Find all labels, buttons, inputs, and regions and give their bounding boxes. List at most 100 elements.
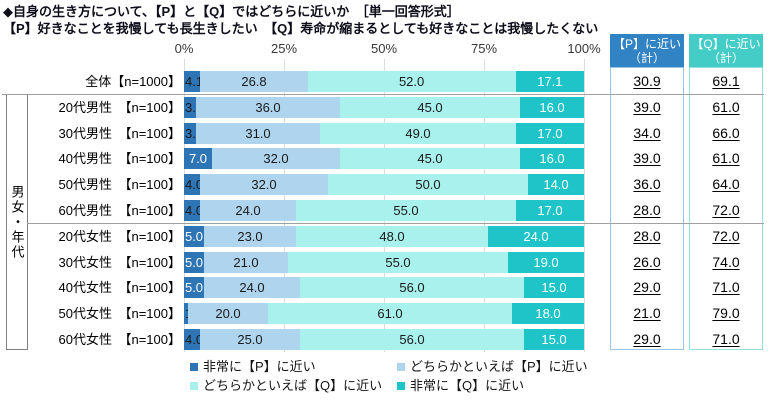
- segment-value-label: 17.0: [537, 126, 563, 141]
- segment-value-label: 21.0: [233, 255, 259, 270]
- p-total-value: 29.0: [633, 331, 661, 347]
- bar-segment-2: [204, 252, 288, 273]
- row-label: 30代女性 【n=100】: [58, 255, 181, 270]
- row-label: 40代女性 【n=100】: [58, 280, 181, 295]
- segment-value-label: 50.0: [415, 177, 441, 192]
- legend-item-2: どちらかといえば【P】に近い: [397, 359, 588, 374]
- bar-segment-1: [184, 226, 204, 247]
- chart-subtitle: 【P】好きなことを我慢しても長生きしたい 【Q】寿命が縮まるとしても好きなことは…: [3, 21, 599, 36]
- segment-value-label: 25.0: [237, 332, 263, 347]
- bar-segment-3: [300, 329, 524, 350]
- row-label: 全体【n=1000】: [85, 74, 181, 89]
- bar-segment-1: [184, 97, 196, 118]
- segment-value-label: 24.0: [235, 203, 261, 218]
- row-label: 40代男性 【n=100】: [58, 151, 181, 166]
- segment-value-label: 23.0: [237, 229, 263, 244]
- bar-segment-1: [184, 123, 196, 144]
- bar-segment-4: [520, 97, 584, 118]
- bar-segment-4: [516, 123, 584, 144]
- bar-segment-1: [184, 329, 200, 350]
- row-label: 30代男性 【n=100】: [58, 126, 181, 141]
- q-total-value: 61.0: [712, 99, 740, 115]
- p-total-value: 26.0: [633, 254, 661, 270]
- bar-segment-3: [340, 148, 520, 169]
- segment-value-label: 5.0: [184, 255, 204, 270]
- axis-tick-50: 50%: [370, 41, 398, 56]
- q-total-value: 71.0: [712, 279, 740, 295]
- legend-label: どちらかといえば【P】に近い: [410, 359, 588, 374]
- p-column-header-line2: （計）: [628, 51, 665, 65]
- legend-label: 非常に【P】に近い: [203, 359, 316, 374]
- segment-value-label: 45.0: [417, 100, 443, 115]
- segment-value-label: 18.0: [535, 306, 561, 321]
- p-total-value: 29.0: [633, 279, 661, 295]
- p-column-header-line1: 【P】に近い: [612, 37, 681, 51]
- bar-segment-1: [184, 174, 200, 195]
- axis-tick-100: 100%: [567, 41, 601, 56]
- segment-value-label: 32.0: [251, 177, 277, 192]
- bar-segment-1: [184, 148, 212, 169]
- gender-divider-line: [27, 223, 764, 224]
- bar-segment-3: [296, 226, 488, 247]
- segment-value-label: 15.0: [541, 280, 567, 295]
- q-total-value: 61.0: [712, 150, 740, 166]
- q-total-value: 69.1: [712, 73, 740, 89]
- bar-segment-4: [528, 174, 584, 195]
- p-total-value: 34.0: [633, 125, 661, 141]
- segment-value-label: 24.0: [239, 280, 265, 295]
- row-label: 60代男性 【n=100】: [58, 203, 181, 218]
- bar-segment-4: [516, 200, 584, 221]
- segment-value-label: 16.0: [539, 100, 565, 115]
- legend-label: 非常に【Q】に近い: [410, 378, 525, 393]
- bar-row: 4.0 25.0 56.0 15.0: [184, 329, 584, 350]
- segment-value-label: 48.0: [379, 229, 405, 244]
- bar-segment-4: [520, 148, 584, 169]
- bar-segment-2: [204, 277, 300, 298]
- p-total-box: [610, 67, 684, 350]
- bar-segment-4: [512, 303, 584, 324]
- p-total-value: 28.0: [633, 228, 661, 244]
- segment-value-label: 56.0: [399, 280, 425, 295]
- q-total-value: 74.0: [712, 254, 740, 270]
- segment-value-label: 26.8: [241, 74, 267, 89]
- p-column-header: 【P】に近い （計）: [610, 34, 684, 67]
- bar-segment-2: [204, 226, 296, 247]
- segment-value-label: 4.0: [185, 177, 204, 192]
- q-column-header: 【Q】に近い （計）: [689, 34, 763, 67]
- segment-value-label: 52.0: [398, 74, 425, 89]
- segment-value-label: 61.0: [377, 306, 403, 321]
- bar-segment-4: [524, 329, 584, 350]
- bar-row: 5.0 24.0 56.0 15.0: [184, 277, 584, 298]
- segment-value-label: 17.1: [537, 74, 563, 89]
- segment-value-label: 49.0: [405, 126, 431, 141]
- q-total-value: 66.0: [712, 125, 740, 141]
- p-total-value: 36.0: [633, 176, 661, 192]
- bar-segment-3: [328, 174, 528, 195]
- bar-segment-3: [340, 97, 520, 118]
- bar-row: 4.0 32.0 50.0 14.0: [184, 174, 584, 195]
- segment-value-label: 31.0: [245, 126, 271, 141]
- bar-segment-3: [296, 200, 516, 221]
- segment-value-label: 16.0: [539, 151, 565, 166]
- q-total-value: 79.0: [712, 305, 740, 321]
- segment-value-label: 24.0: [523, 229, 549, 244]
- bar-segment-1: [184, 252, 204, 273]
- bar-segment-2: [200, 71, 308, 92]
- bar-segment-1: [184, 303, 188, 324]
- segment-value-label: 5.0: [184, 229, 204, 244]
- q-total-value: 72.0: [712, 202, 740, 218]
- segment-value-label: 19.0: [533, 255, 559, 270]
- group-axis-label: 男女・年代: [9, 184, 25, 260]
- p-total-value: 28.0: [633, 202, 661, 218]
- bar-segment-3: [320, 123, 516, 144]
- legend-swatch-rather-p-icon: [397, 363, 405, 371]
- legend-item-4: 非常に【Q】に近い: [397, 378, 524, 393]
- legend-swatch-very-q-icon: [397, 382, 405, 390]
- q-column-header-line1: 【Q】に近い: [691, 37, 761, 51]
- row-label: 50代男性 【n=100】: [58, 177, 181, 192]
- bar-segment-3: [307, 71, 516, 92]
- row-label: 20代男性 【n=100】: [58, 100, 181, 115]
- legend-item-1: 非常に【P】に近い: [190, 359, 316, 374]
- bar-segment-2: [212, 148, 340, 169]
- axis-tick-25: 25%: [270, 41, 298, 56]
